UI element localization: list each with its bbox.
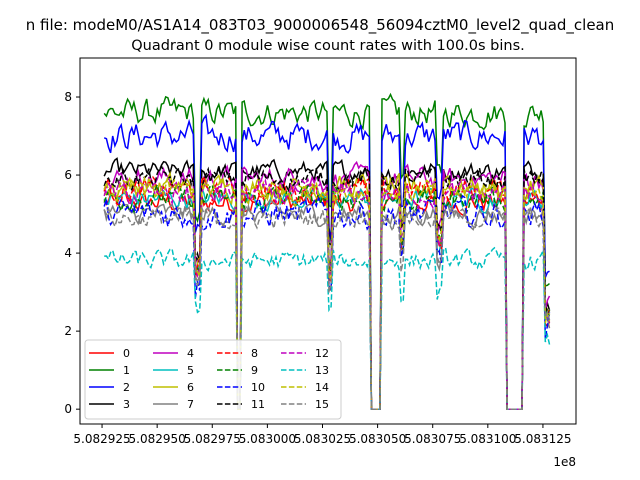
- legend-label-14: 14: [315, 381, 329, 394]
- x-tick-label: 5.083075: [404, 432, 461, 446]
- legend-label-1: 1: [123, 364, 130, 377]
- y-tick-label: 0: [64, 402, 72, 416]
- x-offset-label: 1e8: [553, 455, 576, 469]
- chart-title: Quadrant 0 module wise count rates with …: [131, 38, 525, 54]
- legend-label-2: 2: [123, 381, 130, 394]
- legend-label-3: 3: [123, 398, 130, 411]
- legend-label-13: 13: [315, 364, 329, 377]
- x-tick-label: 5.083100: [459, 432, 516, 446]
- legend-label-11: 11: [251, 398, 265, 411]
- legend-label-10: 10: [251, 381, 265, 394]
- legend-label-9: 9: [251, 364, 258, 377]
- y-tick-label: 2: [64, 324, 72, 338]
- legend-box: [84, 339, 342, 420]
- legend-label-7: 7: [187, 398, 194, 411]
- legend-label-6: 6: [187, 381, 194, 394]
- legend-label-0: 0: [123, 347, 130, 360]
- series-line-1: [103, 92, 550, 410]
- legend-label-4: 4: [187, 347, 194, 360]
- series-line-13: [104, 246, 551, 410]
- legend-label-5: 5: [187, 364, 194, 377]
- series-line-2: [103, 113, 550, 410]
- series-line-11: [103, 164, 551, 410]
- y-tick-label: 4: [64, 246, 72, 260]
- plot-frame: [79, 57, 577, 425]
- series-line-14: [103, 174, 551, 410]
- x-axis: 5.0829255.0829505.0829755.0830005.083025…: [73, 424, 572, 446]
- series-layer: [103, 92, 551, 410]
- y-axis: 0 2 4 6 8: [64, 90, 80, 416]
- figure-suptitle: n file: modeM0/AS1A14_083T03_9000006548_…: [26, 16, 615, 35]
- legend-label-15: 15: [315, 398, 329, 411]
- y-tick-label: 8: [64, 90, 72, 104]
- series-line-15: [103, 205, 551, 410]
- x-tick-label: 5.082975: [184, 432, 241, 446]
- x-tick-label: 5.083025: [294, 432, 351, 446]
- legend-label-8: 8: [251, 347, 258, 360]
- series-line-12: [103, 177, 551, 410]
- x-tick-label: 5.083050: [349, 432, 406, 446]
- x-tick-label: 5.083000: [239, 432, 296, 446]
- y-tick-label: 6: [64, 168, 72, 182]
- legend-label-12: 12: [315, 347, 329, 360]
- x-tick-label: 5.082950: [129, 432, 186, 446]
- series-line-9: [103, 182, 551, 410]
- x-tick-label: 5.083125: [514, 432, 571, 446]
- x-tick-label: 5.082925: [73, 432, 130, 446]
